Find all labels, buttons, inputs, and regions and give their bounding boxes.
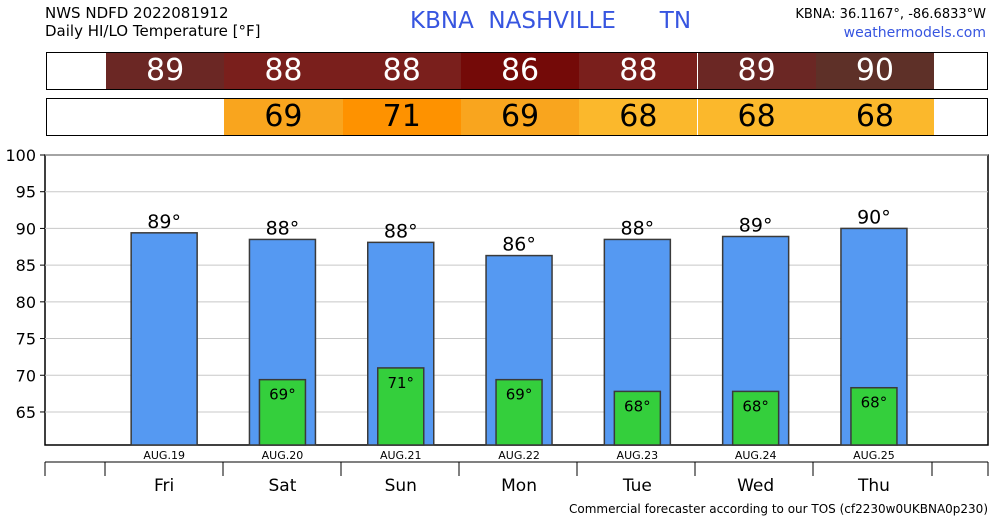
station-coords: KBNA: 36.1167°, -86.6833°W xyxy=(795,7,986,22)
low-temp-cell: 68 xyxy=(815,99,935,135)
y-tick-label: 80 xyxy=(16,293,36,312)
y-tick-label: 65 xyxy=(16,403,36,422)
day-label: Sat xyxy=(269,476,297,496)
high-temp-cell: 89 xyxy=(697,53,816,89)
low-temp-cell: 71 xyxy=(342,99,461,135)
date-label: AUG.19 xyxy=(143,449,185,462)
low-temp-label: 71° xyxy=(387,374,414,392)
low-temp-cell: 69 xyxy=(224,99,343,135)
date-label: AUG.24 xyxy=(735,449,777,462)
date-label: AUG.21 xyxy=(380,449,422,462)
high-temp-cell: 88 xyxy=(342,53,461,89)
y-tick-label: 95 xyxy=(16,183,36,202)
low-temp-bar xyxy=(613,390,662,446)
high-temp-cell: 86 xyxy=(460,53,580,89)
high-temp-label: 89° xyxy=(739,214,773,236)
high-temp-cell: 89 xyxy=(106,53,225,89)
y-tick-label: 100 xyxy=(5,146,36,165)
low-temp-label: 68° xyxy=(861,394,888,412)
day-label: Sun xyxy=(385,476,417,496)
low-temp-bar xyxy=(850,386,898,446)
day-label: Tue xyxy=(622,476,652,496)
low-temp-cell: 68 xyxy=(579,99,698,135)
high-temp-label: 89° xyxy=(147,211,181,233)
high-temp-label: 88° xyxy=(621,217,655,239)
high-temp-cell: 90 xyxy=(815,53,935,89)
model-run-label: NWS NDFD 2022081912 xyxy=(45,4,229,22)
date-label: AUG.23 xyxy=(617,449,659,462)
day-label: Thu xyxy=(857,476,890,496)
date-label: AUG.25 xyxy=(853,449,895,462)
y-tick-label: 75 xyxy=(16,330,36,349)
low-temp-bar xyxy=(495,378,543,446)
header-info: NWS NDFD 2022081912 Daily HI/LO Temperat… xyxy=(45,4,261,40)
high-temp-cell: 88 xyxy=(579,53,698,89)
y-tick-label: 70 xyxy=(16,366,36,385)
low-temp-label: 69° xyxy=(506,386,533,404)
high-temp-label: 88° xyxy=(266,217,300,239)
high-temp-label: 88° xyxy=(384,220,418,242)
y-tick-label: 90 xyxy=(16,219,36,238)
station-title: KBNA NASHVILLE TN xyxy=(410,8,692,34)
date-label: AUG.20 xyxy=(262,449,304,462)
low-temp-label: 69° xyxy=(269,386,296,404)
high-temp-label: 86° xyxy=(502,234,536,256)
high-temp-label: 90° xyxy=(857,206,891,228)
site-link[interactable]: weathermodels.com xyxy=(843,25,986,41)
footer-note: Commercial forecaster according to our T… xyxy=(568,502,988,516)
date-label: AUG.22 xyxy=(498,449,540,462)
low-temp-bar xyxy=(258,378,307,446)
low-temp-label: 68° xyxy=(742,397,769,415)
high-temperature-strip: 89 88 88 86 88 89 90 xyxy=(46,52,988,90)
day-label: Mon xyxy=(501,476,537,496)
low-temp-bar xyxy=(731,390,780,446)
y-tick-label: 85 xyxy=(16,256,36,275)
low-temp-cell: 68 xyxy=(697,99,816,135)
low-temperature-strip: 69 71 69 68 68 68 xyxy=(46,98,988,136)
product-label: Daily HI/LO Temperature [°F] xyxy=(45,22,261,40)
high-temp-bar xyxy=(130,232,198,446)
day-label: Fri xyxy=(154,476,174,496)
low-temp-cell: 69 xyxy=(460,99,580,135)
header-right: KBNA: 36.1167°, -86.6833°W weathermodels… xyxy=(795,5,986,43)
low-temp-bar xyxy=(377,367,425,446)
high-temp-cell: 88 xyxy=(224,53,343,89)
low-temp-label: 68° xyxy=(624,397,651,415)
day-label: Wed xyxy=(737,476,774,496)
